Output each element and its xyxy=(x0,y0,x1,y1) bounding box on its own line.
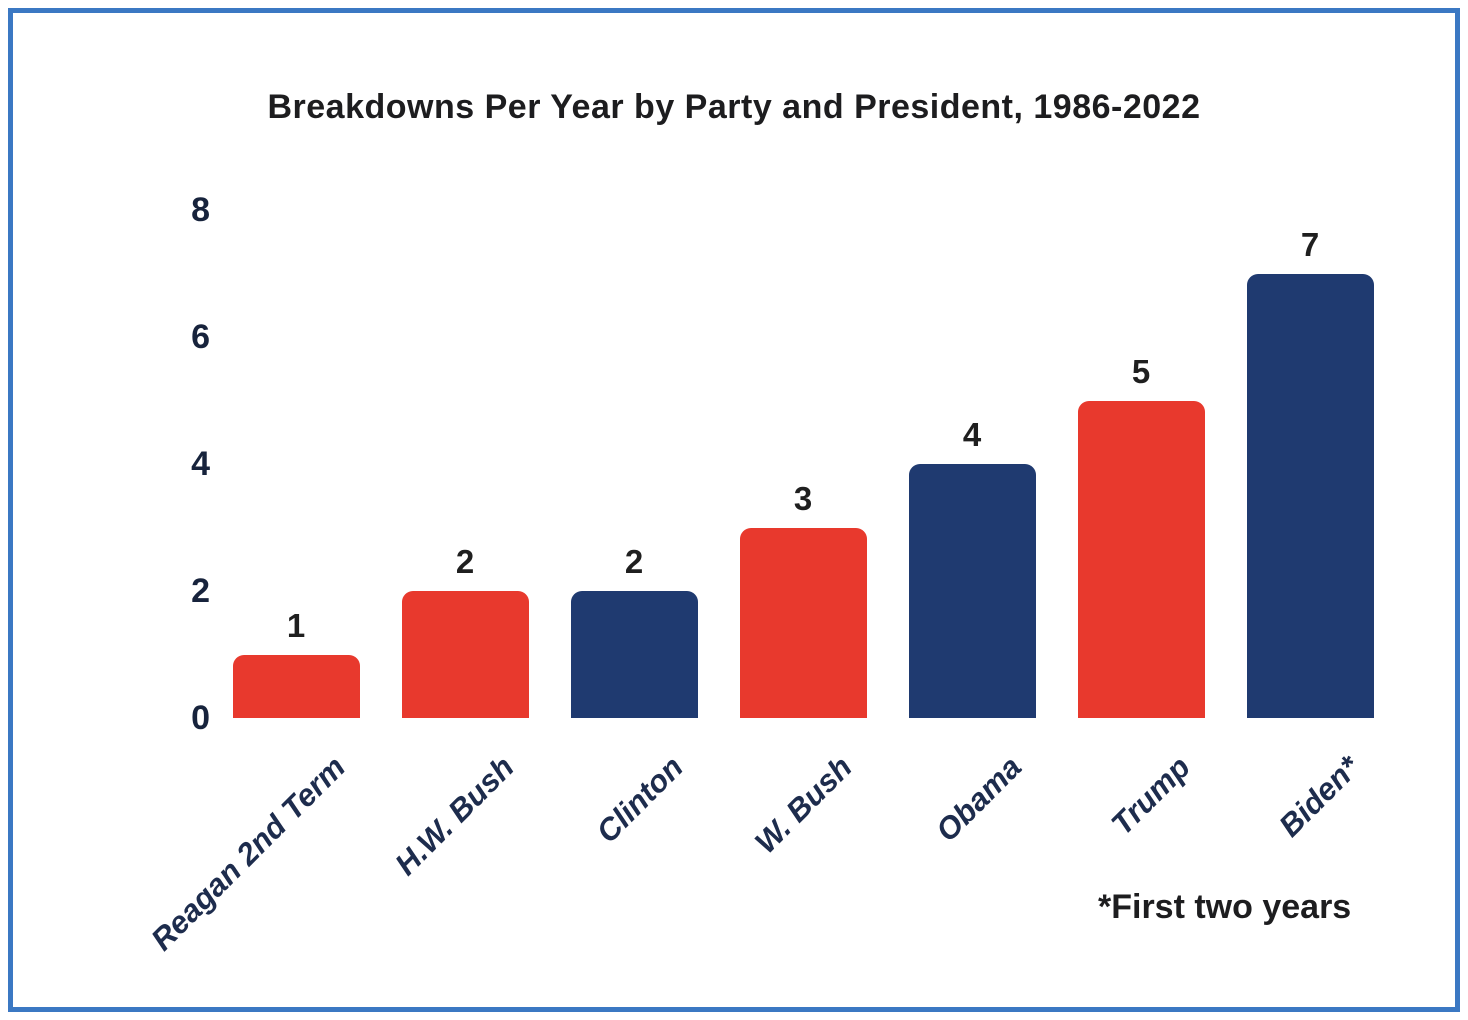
bar-value-label-h-w-bush: 2 xyxy=(455,543,475,580)
x-axis-category-label-trump: Trump xyxy=(1104,749,1198,842)
chart-footnote: *First two years xyxy=(1098,888,1352,926)
bar-value-label-reagan-2nd-term: 1 xyxy=(286,606,306,644)
y-axis-tick-label-0: 0 xyxy=(191,699,210,737)
bar-biden xyxy=(1246,273,1374,718)
y-axis-tick-label-2: 2 xyxy=(191,572,210,610)
x-axis-category-label-w-bush: W. Bush xyxy=(748,749,860,861)
bar-reagan-2nd-term xyxy=(232,654,360,718)
bar-value-label-biden: 7 xyxy=(1300,225,1320,263)
bar-w-bush xyxy=(739,527,867,718)
bar-h-w-bush xyxy=(401,591,529,718)
x-axis-category-label-obama: Obama xyxy=(928,749,1029,849)
x-axis-category-label-clinton: Clinton xyxy=(589,749,691,850)
y-axis-tick-label-8: 8 xyxy=(191,191,210,229)
bar-obama xyxy=(908,464,1036,718)
bar-trump xyxy=(1077,400,1205,718)
bar-value-label-clinton: 2 xyxy=(624,543,644,580)
bar-value-label-obama: 4 xyxy=(962,416,982,453)
y-axis-tick-label-6: 6 xyxy=(191,318,210,356)
x-axis-category-label-h-w-bush: H.W. Bush xyxy=(388,749,522,883)
x-axis-category-label-reagan-2nd-term: Reagan 2nd Term xyxy=(144,749,353,958)
x-axis-category-label-biden: Biden* xyxy=(1271,749,1367,844)
chart-title: Breakdowns Per Year by Party and Preside… xyxy=(267,88,1201,126)
y-axis-tick-label-4: 4 xyxy=(191,445,210,483)
bar-clinton xyxy=(570,591,698,718)
bar-value-label-trump: 5 xyxy=(1131,352,1151,390)
bar-value-label-w-bush: 3 xyxy=(793,479,813,517)
